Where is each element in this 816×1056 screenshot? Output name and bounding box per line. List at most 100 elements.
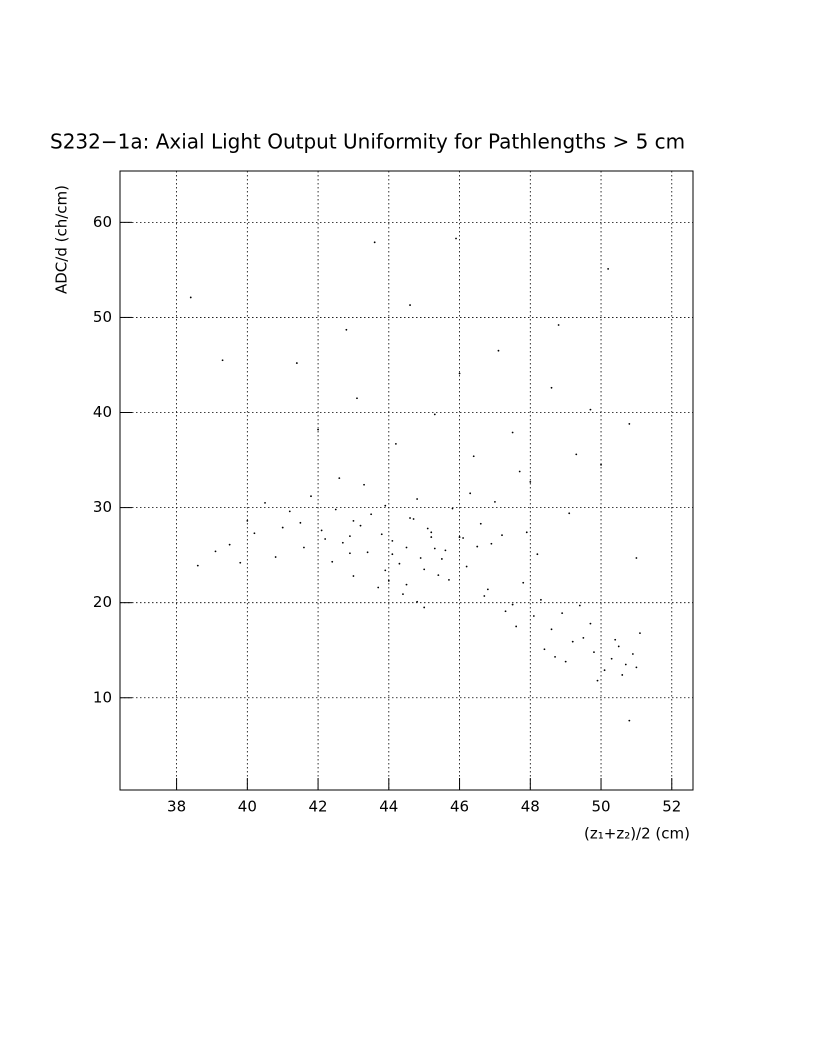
point: [380, 533, 383, 536]
point: [578, 604, 581, 607]
point: [352, 575, 355, 577]
point: [472, 455, 475, 458]
point: [331, 560, 334, 563]
point: [228, 543, 231, 546]
y-tick-label: 30: [93, 498, 112, 516]
point: [479, 522, 482, 525]
point: [561, 612, 564, 615]
point: [554, 655, 556, 658]
point: [384, 569, 387, 572]
point: [377, 586, 380, 589]
point: [635, 666, 638, 669]
point: [264, 501, 266, 504]
x-tick-label: 42: [309, 798, 328, 816]
point: [391, 539, 394, 542]
y-axis-label: ADC/d (ch/cm): [53, 185, 71, 294]
point: [444, 549, 447, 552]
point: [529, 481, 532, 483]
point: [465, 565, 468, 568]
point: [455, 237, 457, 240]
point: [628, 719, 631, 722]
y-tick-label: 20: [93, 593, 112, 611]
point: [494, 500, 496, 503]
point: [476, 545, 479, 548]
point: [532, 615, 535, 617]
x-tick-label: 52: [662, 798, 681, 816]
point: [582, 636, 585, 639]
point: [398, 562, 401, 565]
point: [458, 536, 461, 538]
point: [356, 397, 358, 400]
point: [317, 428, 319, 431]
point: [614, 638, 617, 641]
point: [349, 552, 351, 555]
point: [281, 526, 284, 529]
x-tick-label: 48: [521, 798, 540, 816]
y-tick-label: 40: [93, 403, 112, 421]
y-tick-label: 60: [93, 213, 112, 231]
point: [540, 598, 542, 601]
point: [568, 512, 571, 515]
chart-title: S232−1a: Axial Light Output Uniformity f…: [50, 130, 685, 154]
point: [214, 550, 217, 553]
point: [320, 529, 323, 532]
y-tick-label: 10: [93, 688, 112, 706]
point: [511, 431, 514, 434]
point: [501, 534, 503, 537]
x-tick-label: 46: [450, 798, 469, 816]
point: [564, 660, 567, 663]
point: [239, 561, 242, 564]
point: [451, 507, 454, 510]
point: [639, 632, 641, 635]
point: [631, 653, 634, 655]
x-tick-label: 44: [379, 798, 398, 816]
point: [341, 541, 344, 544]
point: [543, 648, 546, 651]
point: [536, 553, 539, 556]
point: [373, 241, 376, 244]
point: [363, 483, 365, 486]
point: [430, 536, 433, 538]
point: [557, 324, 560, 326]
point: [511, 603, 514, 606]
point: [426, 527, 429, 530]
point: [196, 564, 199, 567]
point: [253, 532, 256, 535]
point: [295, 362, 298, 364]
point: [628, 423, 631, 425]
x-axis-label: (z₁+z₂)/2 (cm): [584, 825, 690, 843]
point: [593, 651, 595, 654]
point: [416, 600, 419, 603]
point: [515, 625, 518, 628]
point: [366, 551, 369, 554]
point: [189, 296, 192, 299]
point: [303, 546, 305, 549]
point: [419, 557, 422, 559]
point: [610, 657, 613, 660]
point: [462, 537, 464, 539]
point: [387, 579, 390, 582]
point: [409, 304, 411, 306]
point: [596, 679, 599, 682]
point: [589, 622, 592, 625]
point: [384, 504, 387, 507]
point: [607, 268, 610, 270]
point: [409, 517, 411, 519]
point: [334, 508, 337, 511]
point: [402, 593, 404, 596]
plot-frame: [119, 170, 694, 791]
point: [497, 349, 500, 352]
x-tick-label: 38: [167, 798, 186, 816]
point: [448, 578, 450, 581]
point: [486, 588, 489, 591]
point: [423, 568, 426, 571]
point: [635, 557, 638, 559]
point: [603, 669, 606, 672]
point: [504, 610, 507, 613]
point: [274, 556, 277, 558]
point: [433, 413, 436, 416]
point: [416, 498, 419, 500]
point: [394, 442, 397, 445]
point: [518, 470, 521, 473]
